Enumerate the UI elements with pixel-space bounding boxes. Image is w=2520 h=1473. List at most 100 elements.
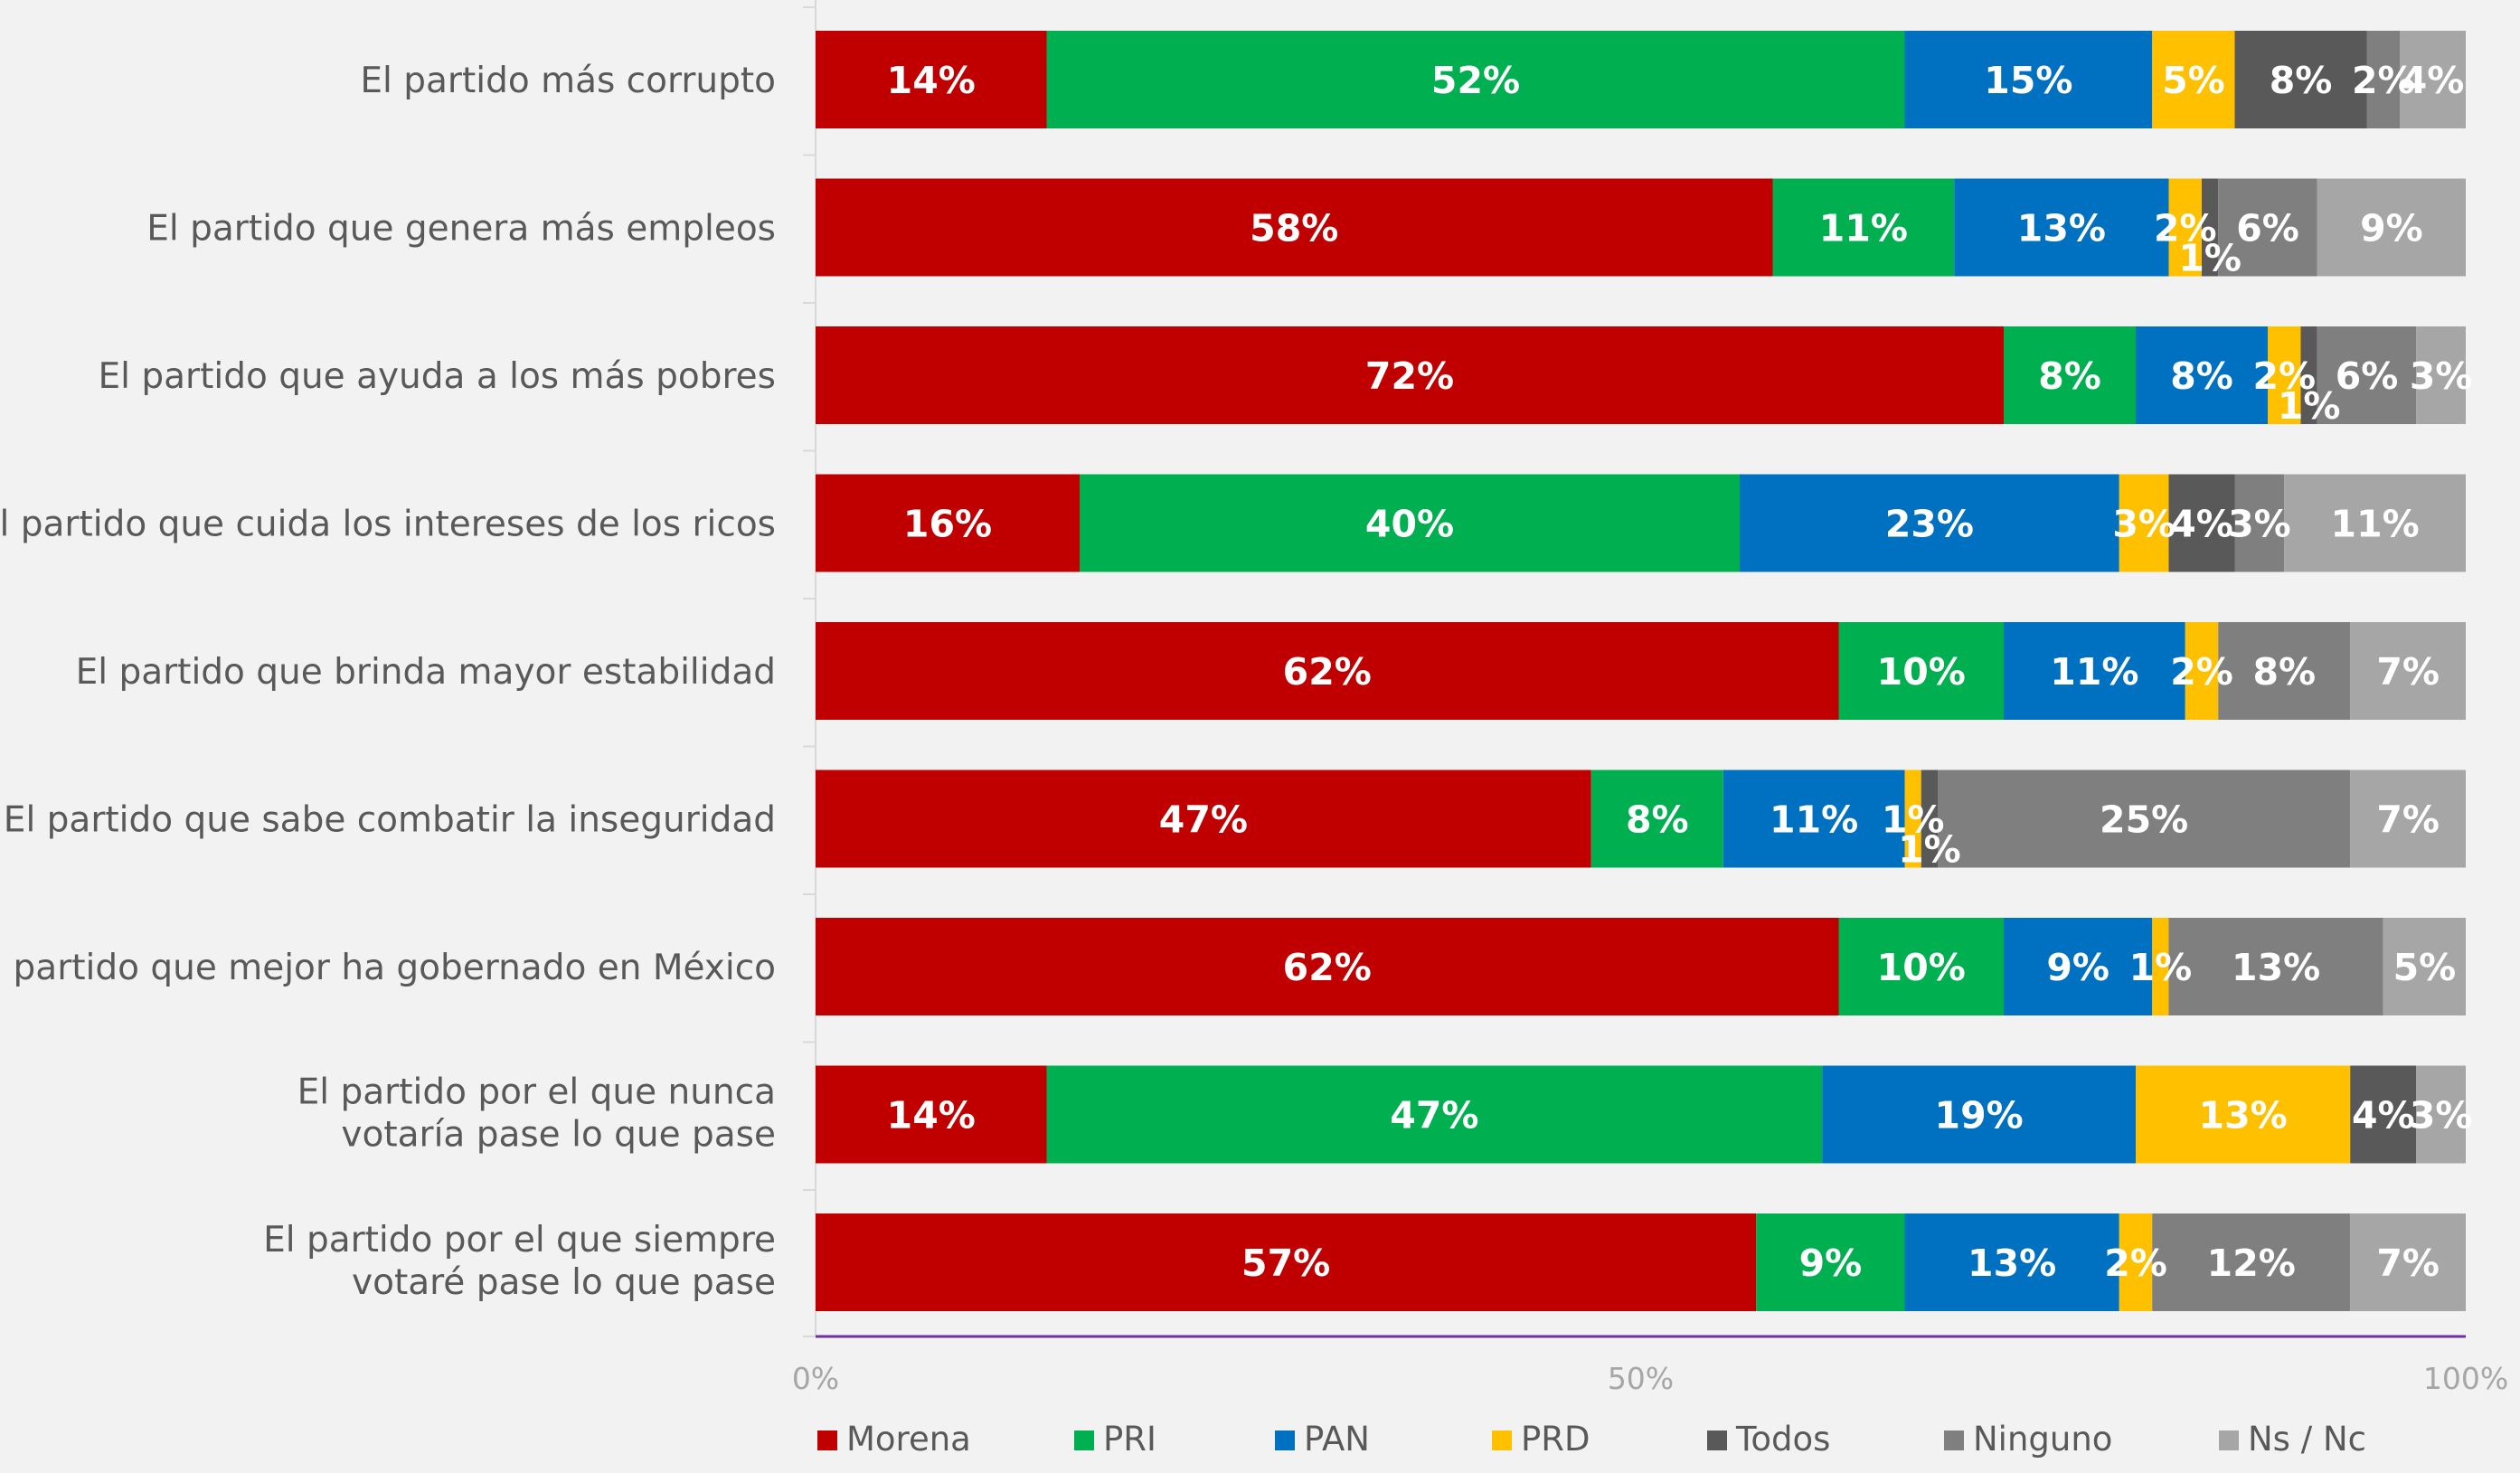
data-label: 40% [1365,503,1454,546]
data-label: 2% [2104,1242,2167,1285]
data-label: 6% [2336,354,2399,398]
data-label: 11% [2050,650,2138,694]
data-label: 8% [2252,650,2316,694]
bar-segment [2366,31,2400,128]
bar-segment [816,918,1839,1015]
bar-segment [816,178,1773,277]
bar-segment [1740,474,2119,572]
data-label: 12% [2207,1242,2296,1285]
data-label: 23% [1885,503,1974,546]
bar-segment [2317,178,2466,277]
bar-segment [2383,918,2466,1015]
data-label: 13% [1968,1242,2056,1285]
bar-segment [816,31,1047,128]
data-label: 9% [2360,207,2423,250]
data-label: 2% [2352,59,2415,102]
bar-segment [2152,31,2235,128]
bar-segment [2416,1065,2466,1164]
bar-segment [2300,326,2317,424]
data-label: 4% [2352,1094,2415,1138]
data-label: 3% [2228,503,2291,546]
legend-label: Ninguno [1973,1420,2112,1459]
bar-segment [2004,326,2136,424]
bar-segment [816,326,2004,424]
bar-segment [1921,770,1938,868]
bar-segment [2350,622,2466,720]
data-label: 7% [2376,650,2440,694]
category-label: El partido por el que siempre votaré pase… [263,1220,776,1303]
data-label: 47% [1159,798,1248,842]
bar-segment [1046,1065,1823,1164]
data-label: 15% [1984,59,2072,102]
bar-segment [816,622,1839,720]
bar-segment [1722,770,1905,868]
data-label: 62% [1283,946,1372,989]
bar-segment [1954,178,2169,277]
data-label: 7% [2376,798,2440,842]
data-label: 52% [1431,59,1520,102]
legend-label: Morena [846,1420,971,1459]
bar-segment [2152,918,2169,1015]
bar-segment [2350,770,2466,868]
bar-segment [2218,178,2317,277]
bar-segment [2202,178,2219,277]
bar-segment [2152,1213,2351,1311]
legend-label: PAN [1304,1420,1370,1459]
legend-label: Todos [1735,1420,1830,1459]
legend-swatch [1492,1431,1512,1450]
bar-segment [1772,178,1955,277]
data-label: 1% [2178,237,2242,280]
bar-segment [1590,770,1723,868]
data-label: 2% [2170,650,2233,694]
bar-segment [2004,622,2185,720]
data-label: 9% [2046,946,2109,989]
bar-segment [2136,326,2268,424]
data-label: 11% [2331,503,2420,546]
category-label: El partido más corrupto [360,61,776,101]
data-label: 4% [2170,503,2233,546]
bar-segment [2317,326,2417,424]
bar-segment [1904,31,2153,128]
bar-segment [2185,622,2219,720]
bar-segment [2119,474,2169,572]
bar-segment [2234,474,2285,572]
data-label: 58% [1250,207,1338,250]
data-label: 3% [2410,1094,2473,1138]
data-label: 11% [1770,798,1858,842]
category-label: El partido que sabe combatir la inseguri… [4,800,776,841]
data-label: 1% [2129,946,2193,989]
bar-segment [2416,326,2466,424]
bar-segment [816,474,1080,572]
legend-label: PRI [1103,1420,1156,1459]
data-label: 16% [903,503,992,546]
data-label: 4% [2402,59,2465,102]
bar-segment [1046,31,1905,128]
bar-segment [2168,918,2383,1015]
legend-swatch [1275,1431,1295,1450]
bar-segment [2004,918,2153,1015]
bar-segment [1838,918,2004,1015]
bar-segment [816,1213,1757,1311]
data-label: 57% [1241,1242,1330,1285]
bar-segment [1080,474,1740,572]
legend-label: PRD [1521,1420,1590,1459]
bar-segment [1756,1213,1905,1311]
data-label: 47% [1390,1094,1478,1138]
bar-segment [2218,622,2351,720]
legend-swatch [1944,1431,1964,1450]
bar-segment [1822,1065,2136,1164]
bar-segment [2350,1213,2466,1311]
data-label: 5% [2393,946,2457,989]
bar-segment [1904,1213,2119,1311]
data-label: 8% [2170,354,2233,398]
bar-segment [1938,770,2351,868]
bar-segment [1838,622,2004,720]
data-label: 13% [2017,207,2106,250]
data-label: 62% [1283,650,1372,694]
data-label: 14% [887,1094,976,1138]
data-label: 13% [2199,1094,2288,1138]
data-label: 8% [1626,798,1689,842]
data-label: 7% [2376,1242,2440,1285]
x-tick-label: 100% [2423,1361,2508,1396]
